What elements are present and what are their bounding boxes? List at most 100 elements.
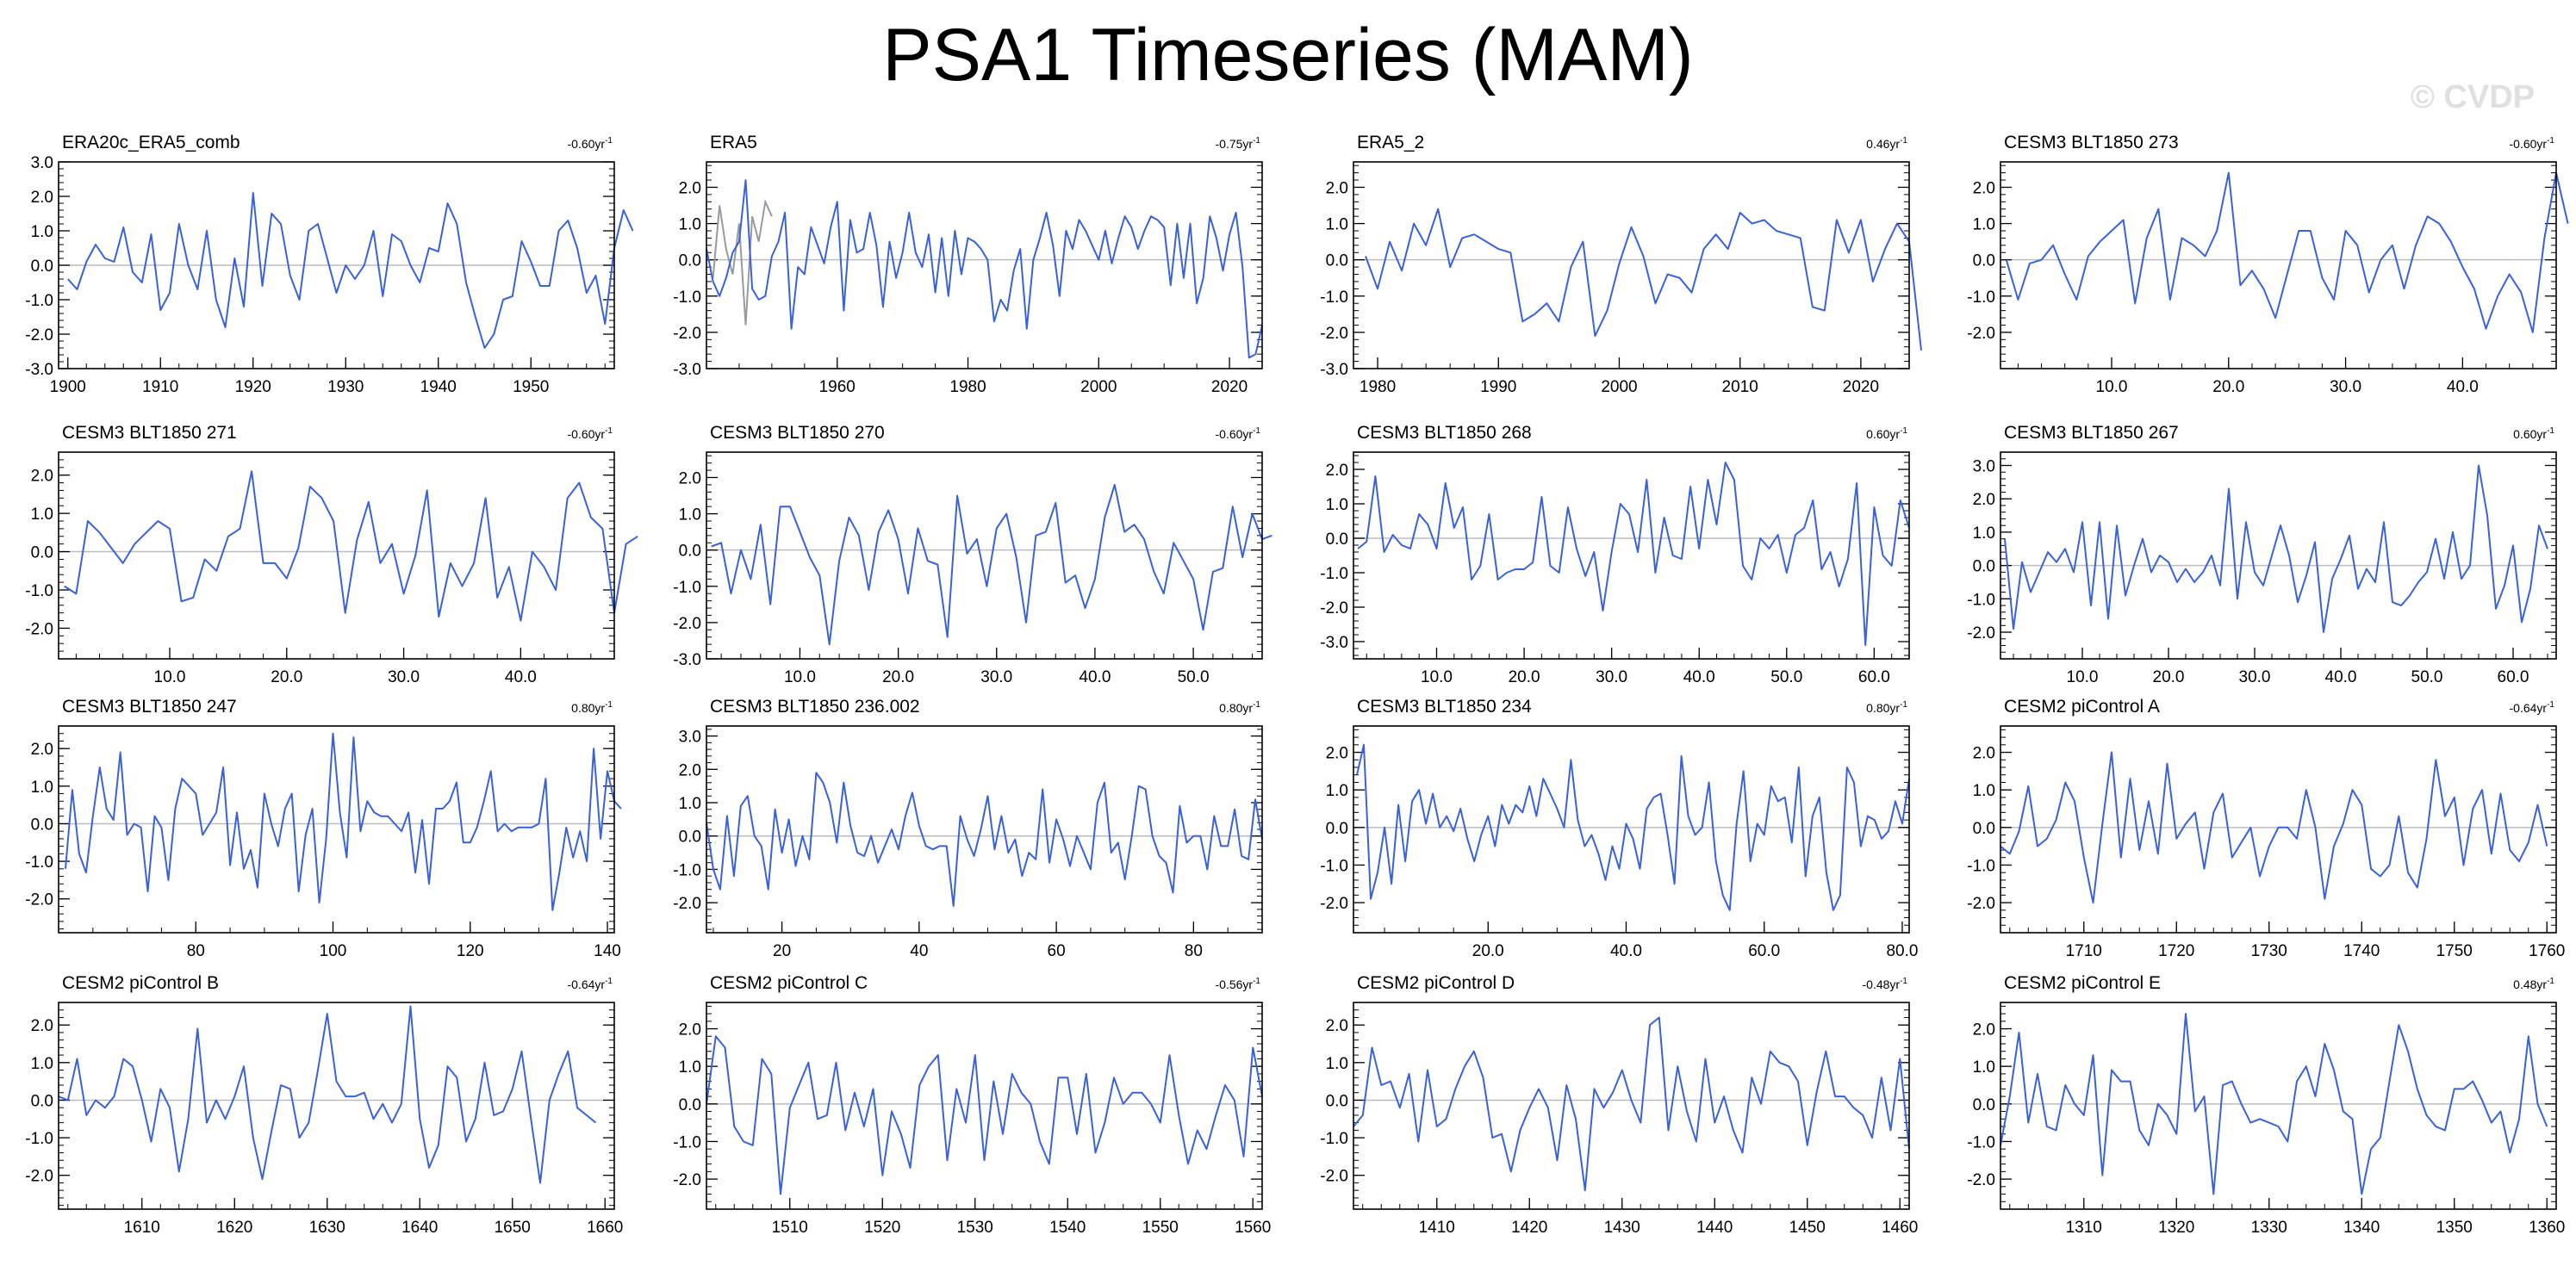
y-tick-label: 0.0 (679, 543, 701, 561)
trend-label: 0.80yr-1 (1866, 700, 1907, 715)
trend-exponent: -1 (1253, 977, 1260, 986)
panel-title: CESM3 BLT1850 273 (2004, 133, 2179, 152)
x-tick-label: 60 (1048, 942, 1066, 960)
trend-label: -0.60yr-1 (1216, 426, 1261, 441)
y-tick-label: 2.0 (1326, 462, 1348, 480)
trend-label: -0.60yr-1 (568, 426, 613, 441)
y-tick-label: -3.0 (25, 361, 53, 379)
y-tick-label: 2.0 (1326, 179, 1348, 197)
y-tick-label: 2.0 (1326, 1017, 1348, 1035)
y-tick-label: -2.0 (25, 891, 53, 909)
series-line (1357, 462, 1910, 646)
panel-4: CESM3 BLT1850 273 -0.60yr-1 2.0 1.0 0.0 -1.0 -… (1967, 133, 2569, 396)
plot-frame (58, 451, 615, 660)
y-tick-label: -1.0 (25, 582, 53, 600)
x-tick-label: 1360 (2529, 1219, 2565, 1237)
x-tick-label: 1320 (2158, 1219, 2194, 1237)
x-tick-label: 1650 (495, 1219, 531, 1237)
x-tick-label: 1520 (864, 1219, 900, 1237)
plot-frame (58, 161, 615, 369)
trend-exponent: -1 (1900, 136, 1907, 146)
panel-title: CESM2 piControl A (2004, 697, 2160, 717)
x-tick-label: 1630 (309, 1219, 345, 1237)
panel-3: ERA5_2 0.46yr-1 2.0 1.0 0.0 -1.0 -2.0 -3.0 1980 1… (1320, 133, 1922, 396)
y-tick-label: 1.0 (1326, 1055, 1348, 1073)
panel-title: CESM3 BLT1850 271 (62, 423, 237, 443)
y-tick-label: -1.0 (1967, 857, 1995, 875)
x-tick-label: 60.0 (1748, 942, 1780, 960)
panel-5: CESM3 BLT1850 271 -0.60yr-1 2.0 1.0 0.0 -1.0 -… (25, 423, 638, 686)
x-tick-label: 20.0 (2153, 668, 2185, 686)
y-tick-label: -2.0 (673, 1171, 701, 1189)
y-tick-label: -1.0 (1320, 1130, 1348, 1148)
plot-frame (706, 1002, 1263, 1210)
x-tick-label: 1610 (124, 1219, 160, 1237)
y-tick-label: -1.0 (673, 861, 701, 879)
x-tick-label: 80.0 (1886, 942, 1918, 960)
trend-label: -0.64yr-1 (2510, 700, 2555, 715)
y-tick-label: -1.0 (25, 1130, 53, 1148)
y-tick-label: 1.0 (1973, 782, 1995, 800)
y-tick-label: -1.0 (673, 289, 701, 307)
y-tick-label: 1.0 (679, 1058, 701, 1077)
y-tick-label: 0.0 (1326, 1092, 1348, 1110)
series-line (2005, 171, 2569, 333)
trend-label: -0.60yr-1 (568, 136, 613, 151)
y-tick-label: 2.0 (679, 761, 701, 779)
y-tick-label: 2.0 (31, 1017, 53, 1035)
y-tick-label: 0.0 (1326, 531, 1348, 549)
y-tick-label: 2.0 (31, 189, 53, 207)
y-tick-label: 1.0 (31, 779, 53, 797)
x-tick-label: 1990 (1480, 378, 1516, 396)
trend-exponent: -1 (605, 426, 613, 436)
plot-frame (2000, 1002, 2557, 1210)
y-tick-label: -1.0 (25, 853, 53, 872)
x-tick-label: 20.0 (1472, 942, 1504, 960)
y-tick-label: -1.0 (673, 1133, 701, 1151)
x-tick-label: 1740 (2343, 942, 2380, 960)
plot-frame (1353, 161, 1910, 369)
y-tick-label: 2.0 (31, 741, 53, 759)
trend-label: 0.80yr-1 (1219, 700, 1260, 715)
panel-title: CESM2 piControl E (2004, 973, 2161, 993)
series-line (706, 772, 1263, 907)
panel-title: CESM3 BLT1850 236.002 (710, 697, 920, 717)
panel-7: CESM3 BLT1850 268 0.60yr-1 2.0 1.0 0.0 -1.0 -2… (1320, 423, 1910, 686)
series-line (1356, 743, 1910, 911)
y-tick-label: -1.0 (1967, 591, 1995, 609)
trend-exponent: -1 (1253, 426, 1260, 436)
y-tick-label: 3.0 (1973, 457, 1995, 475)
y-tick-label: -2.0 (673, 895, 701, 913)
y-tick-label: 0.0 (1326, 252, 1348, 270)
y-tick-label: -1.0 (1320, 857, 1348, 875)
panel-11: CESM3 BLT1850 234 0.80yr-1 2.0 1.0 0.0 -1.0 -2… (1320, 697, 1918, 960)
x-tick-label: 1540 (1049, 1219, 1086, 1237)
y-tick-label: -2.0 (1967, 895, 1995, 913)
x-tick-label: 30.0 (2239, 668, 2271, 686)
trend-label: 0.60yr-1 (1866, 426, 1907, 441)
x-tick-label: 20.0 (882, 668, 914, 686)
x-tick-label: 50.0 (2411, 668, 2443, 686)
y-tick-label: -2.0 (1967, 624, 1995, 642)
y-tick-label: 1.0 (31, 1055, 53, 1073)
x-tick-label: 1760 (2529, 942, 2565, 960)
series-line (2004, 464, 2548, 633)
x-tick-label: 40.0 (2447, 378, 2479, 396)
x-tick-label: 1750 (2436, 942, 2473, 960)
x-tick-label: 1900 (50, 378, 86, 396)
x-tick-label: 1720 (2158, 942, 2194, 960)
y-tick-label: 0.0 (1973, 558, 1995, 576)
y-tick-label: 2.0 (1326, 745, 1348, 763)
y-tick-label: 0.0 (31, 1092, 53, 1110)
y-tick-label: -1.0 (25, 292, 53, 310)
y-tick-label: -1.0 (1320, 289, 1348, 307)
x-tick-label: 1980 (1360, 378, 1396, 396)
x-tick-label: 30.0 (1596, 668, 1627, 686)
x-tick-label: 10.0 (1421, 668, 1453, 686)
panel-title: CESM3 BLT1850 234 (1357, 697, 1532, 717)
y-tick-label: -2.0 (25, 326, 53, 344)
trend-exponent: -1 (605, 136, 613, 146)
y-tick-label: -3.0 (673, 361, 701, 379)
panel-title: CESM3 BLT1850 247 (62, 697, 237, 717)
x-tick-label: 60.0 (2498, 668, 2529, 686)
